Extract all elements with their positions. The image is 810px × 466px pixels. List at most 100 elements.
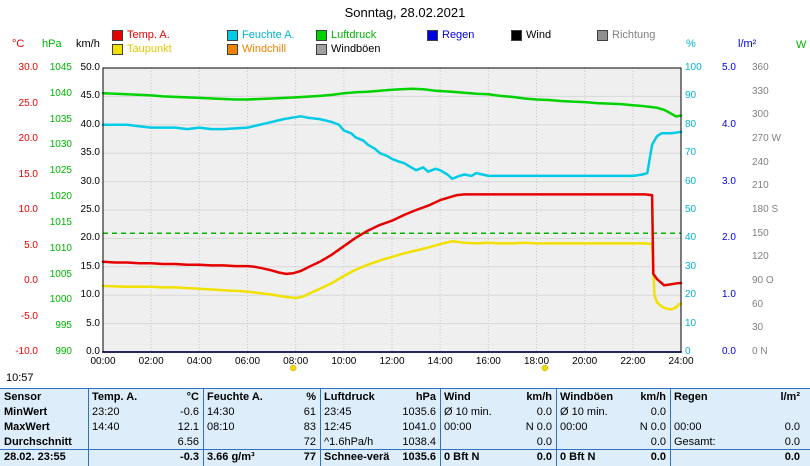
axis-tick-wind_kmh: 35.0 [80,147,100,159]
table-cell: 1038.4 [402,436,436,448]
status-time: 10:57 [6,372,34,384]
table-cell: 00:00 [444,421,472,433]
axis-tick-humidity_pct: 0 [685,346,691,357]
table-cell: 0.0 [784,451,800,463]
axis-tick-pressure_hpa: 990 [55,346,72,357]
axis-tick-direction_deg: 0 N [752,346,768,357]
axis-tick-pressure_hpa: 1045 [49,62,72,73]
table-cell: 14:40 [92,421,120,433]
axis-tick-humidity_pct: 60 [685,175,697,187]
axis-tick-pressure_hpa: 1025 [49,165,72,177]
axis-tick-temp_c: 30.0 [18,62,38,73]
x-axis-label: 24:00 [668,356,694,367]
axis-tick-wind_kmh: 10.0 [80,289,100,301]
axis-tick-temp_c: -10.0 [15,346,38,357]
axis-tick-wind_kmh: 15.0 [80,260,100,272]
x-axis-label: 18:00 [523,356,550,367]
legend-item-windboeen: Windböen [316,42,427,56]
axis-unit-rain_lm2: l/m² [738,38,757,50]
legend-item-temp: Temp. A. [112,28,227,42]
legend-label: Regen [442,28,475,41]
axis-tick-rain_lm2: 2.0 [722,232,736,244]
legend-label: Windböen [331,42,381,55]
regen-swatch-icon [427,29,438,41]
table-cell: 1035.6 [402,451,436,463]
axis-tick-wind_kmh: 30.0 [80,175,100,187]
axis-tick-wind_kmh: 40.0 [80,118,100,130]
legend-item-feuchte: Feuchte A. [227,28,316,42]
axis-tick-pressure_hpa: 1015 [49,216,72,228]
table-cell: 0.0 [536,406,552,418]
table-cell: 23:45 [324,406,352,418]
table-cell: 0.0 [650,406,666,418]
axis-tick-rain_lm2: 4.0 [722,118,736,130]
table-cell: Ø 10 min. [560,406,608,418]
table-cell: 77 [303,451,316,463]
axis-tick-direction_deg: 240 [752,156,769,168]
axis-tick-wind_kmh: 20.0 [80,232,100,244]
axis-tick-rain_lm2: 1.0 [722,289,736,301]
axis-tick-direction_deg: 150 [752,227,769,239]
table-cell: 0.0 [784,421,800,433]
axis-tick-humidity_pct: 50 [685,204,697,215]
table-header-title: Temp. A. [92,391,138,403]
axis-tick-pressure_hpa: 1005 [49,268,72,280]
x-axis-label: 00:00 [90,356,116,367]
axis-tick-temp_c: 5.0 [24,239,38,251]
axis-tick-wind_kmh: 50.0 [80,62,100,73]
table-header-unit: km/h [526,391,552,403]
axis-tick-humidity_pct: 40 [685,232,697,244]
axis-tick-humidity_pct: 100 [685,62,702,73]
table-header-unit: l/m² [780,391,800,403]
axis-unit-wind_kmh: km/h [76,38,100,50]
axis-tick-humidity_pct: 30 [685,260,697,272]
table-cell: 00:00 [560,421,588,433]
x-axis-label: 20:00 [572,356,598,367]
axis-tick-pressure_hpa: 995 [55,320,72,332]
table-header-title: Sensor [4,391,42,403]
axis-tick-rain_lm2: 3.0 [722,175,736,187]
legend-item-wind: Wind [511,28,597,42]
legend-item-luftdruck: Luftdruck [316,28,427,42]
x-axis-label: 16:00 [475,356,501,367]
table-row-label: MaxWert [4,421,50,433]
axis-tick-direction_deg: 120 [752,251,769,263]
luftdruck-swatch-icon [316,29,327,41]
axis-tick-direction_deg: 330 [752,85,769,97]
sun-marker-icon [290,364,297,372]
axis-tick-wind_kmh: 25.0 [80,204,100,215]
legend-label: Windchill [242,42,287,55]
axis-tick-humidity_pct: 80 [685,118,697,130]
table-cell: 0.0 [650,436,666,448]
table-column-divider [556,389,557,466]
axis-tick-wind_kmh: 45.0 [80,90,100,102]
feuchte-swatch-icon [227,29,238,41]
table-column-divider [320,389,321,466]
windchill-swatch-icon [227,43,238,55]
axis-tick-direction_deg: 210 [752,180,769,192]
axis-tick-humidity_pct: 20 [685,289,697,301]
axis-tick-rain_lm2: 0.0 [722,346,736,357]
table-cell: 61 [303,406,316,418]
axis-tick-pressure_hpa: 1010 [49,242,72,254]
x-axis-label: 06:00 [234,356,261,367]
table-row-label: 28.02. 23:55 [4,451,66,463]
table-cell: 72 [303,436,316,448]
table-header-unit: hPa [415,391,436,403]
table-header-title: Luftdruck [324,391,375,403]
axis-unit-pressure_hpa: hPa [42,38,62,50]
x-axis-label: 22:00 [620,356,646,367]
summary-table: Sensor Temp. A. °C Feuchte A.% Luftdruck hPa W… [0,388,810,466]
table-cell: 00:00 [674,421,702,433]
table-cell: -0.3 [180,451,199,463]
axis-tick-temp_c: 25.0 [18,97,38,109]
axis-tick-humidity_pct: 10 [685,317,697,329]
legend-label: Wind [526,28,552,41]
table-row-label: MinWert [4,406,48,418]
table-cell: 14:30 [207,406,235,418]
table-cell: N 0.0 [525,421,552,433]
table-cell: 0 Bft N [560,451,596,463]
windboeen-swatch-icon [316,43,327,55]
axis-tick-humidity_pct: 90 [685,90,697,102]
legend-label: Feuchte A. [242,28,295,41]
